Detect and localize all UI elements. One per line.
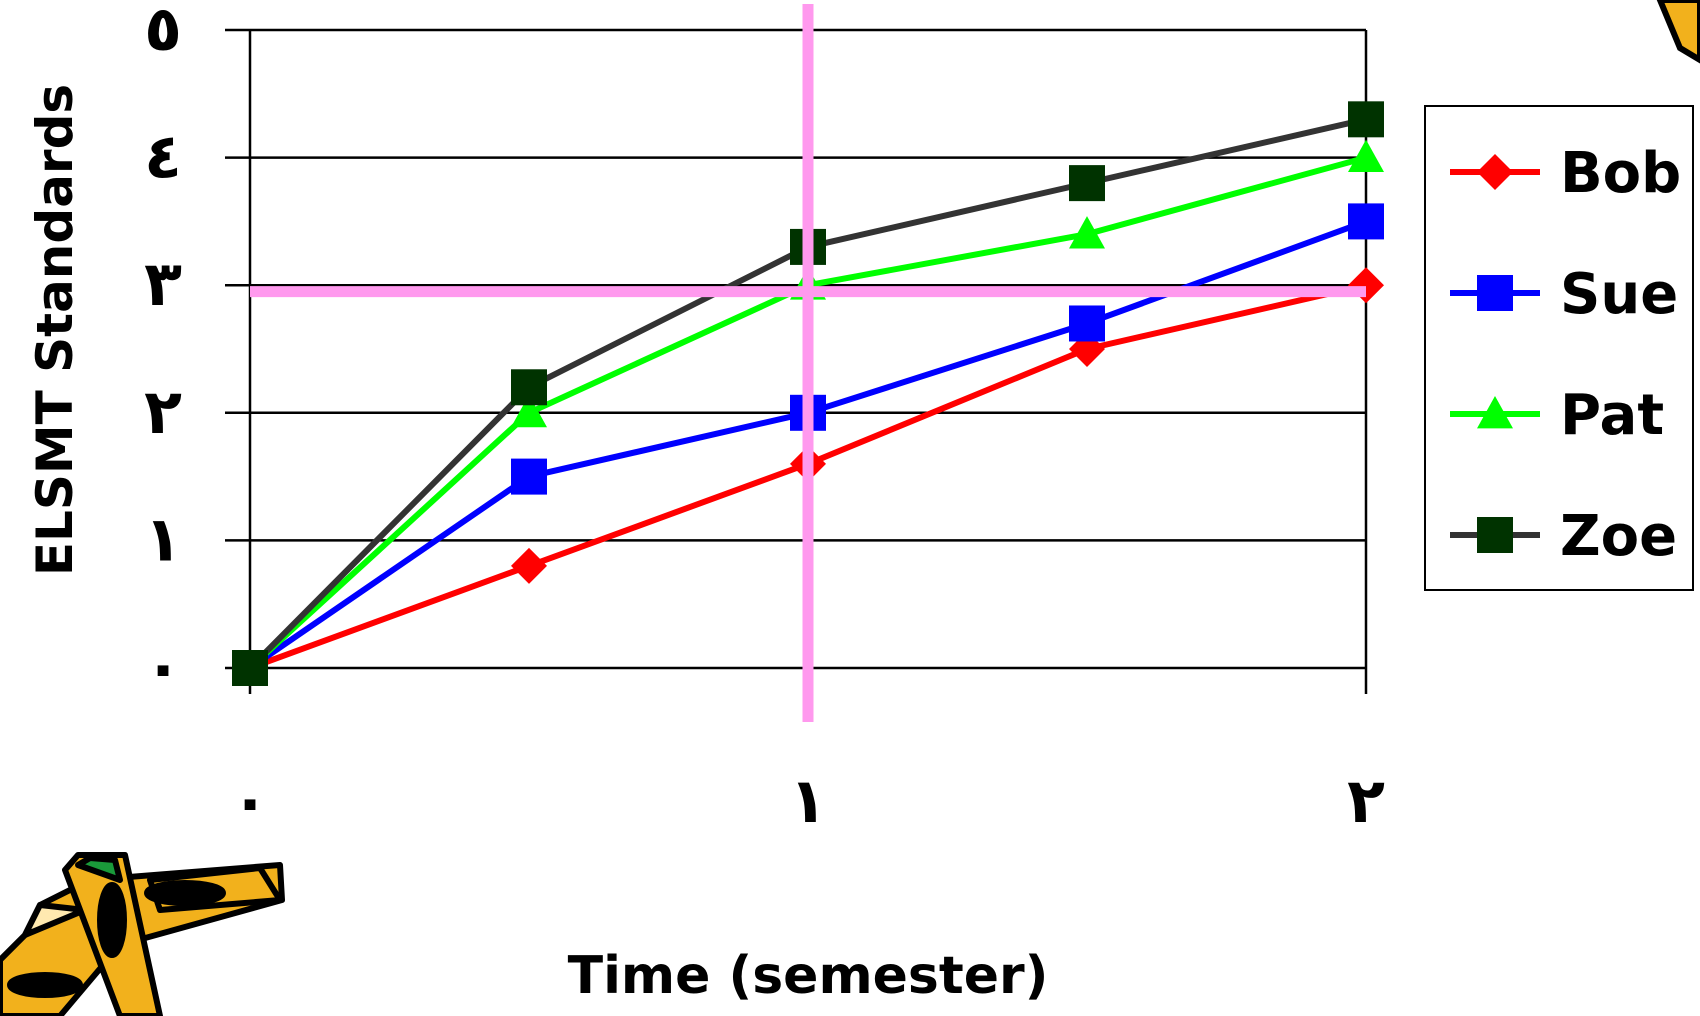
data-point-pat-4 [1348,139,1384,172]
data-point-bob-1 [511,547,547,584]
corner-clipart [1656,0,1700,64]
legend-label-bob: Bob [1560,141,1681,206]
y-axis-title: ELSMT Standards [26,84,84,576]
y-tick-label-0: ٠ [144,630,182,703]
legend-marker-zoe [1477,517,1513,553]
reference-lines [250,4,1366,722]
y-tick-label-5: ٥ [144,0,182,65]
data-point-sue-3 [1069,305,1105,342]
legend-marker-sue [1477,275,1513,311]
pencil-clipart [0,852,285,1016]
y-tick-label-2: ٢ [144,375,182,448]
x-tick-label-1: ١ [789,764,827,837]
legend-label-pat: Pat [1560,383,1664,448]
y-tick-label-1: ١ [144,502,182,575]
legend-label-zoe: Zoe [1560,504,1677,569]
data-point-zoe-0 [232,650,268,686]
data-point-zoe-3 [1069,165,1105,202]
grid [225,28,1366,670]
legend-marker-pat [1477,396,1513,429]
legend: Bob Sue Pat Zoe [1424,105,1694,591]
data-point-pat-1 [511,394,547,428]
data-point-bob-4 [1348,267,1384,304]
x-tick-label-0: ٠ [231,764,269,837]
legend-label-sue: Sue [1560,262,1678,327]
tick-labels: ٠ ١ ٢ ٣ ٤ ٥ ٠ ١ ٢ [144,0,1385,837]
data-point-zoe-1 [511,369,547,406]
data-point-sue-4 [1348,203,1384,240]
data-point-pat-3 [1069,216,1105,249]
legend-marker-bob [1477,154,1513,190]
y-tick-label-3: ٣ [144,247,182,320]
y-tick-label-4: ٤ [144,120,182,193]
data-point-zoe-4 [1348,101,1384,138]
legend-box [1424,105,1694,591]
x-tick-label-2: ٢ [1347,764,1385,837]
x-axis-title: Time (semester) [568,946,1049,1006]
data-point-sue-1 [511,458,547,495]
